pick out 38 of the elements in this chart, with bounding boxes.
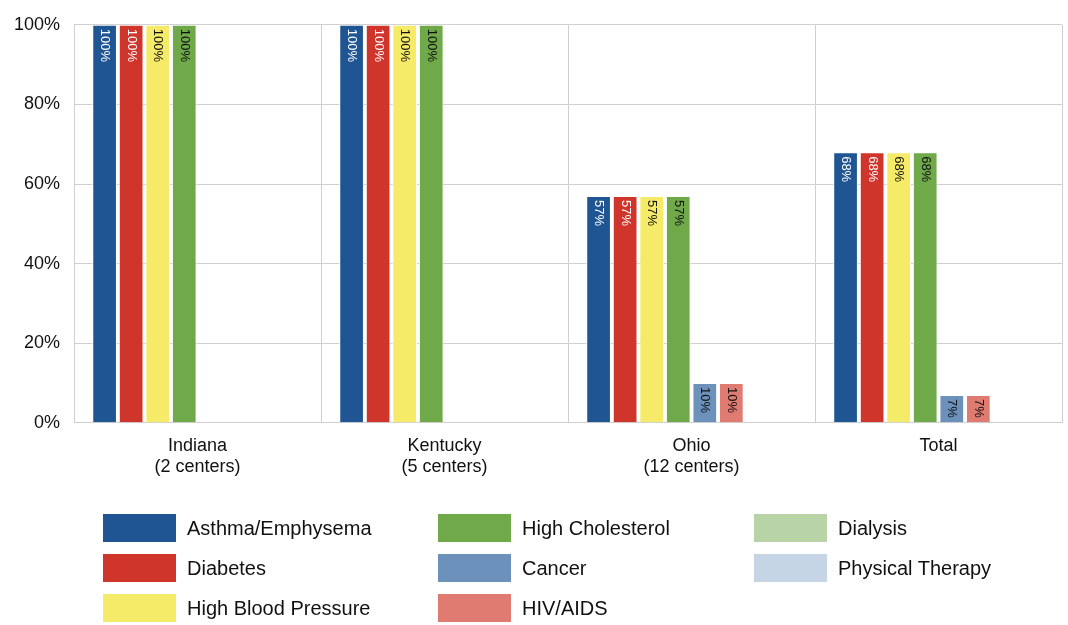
data-label: 100% xyxy=(424,28,440,63)
y-tick-label: 20% xyxy=(24,332,61,353)
data-label: 7% xyxy=(945,398,961,419)
y-tick-label: 100% xyxy=(13,13,61,34)
legend-label: HIV/AIDS xyxy=(522,596,608,620)
legend-label: Asthma/Emphysema xyxy=(187,516,372,540)
y-tick-label: 40% xyxy=(24,252,61,273)
data-label: 100% xyxy=(371,28,387,63)
legend-label: Physical Therapy xyxy=(838,556,992,580)
data-label: 100% xyxy=(98,28,114,63)
data-label: 68% xyxy=(918,156,934,183)
legend-label: High Blood Pressure xyxy=(187,596,371,620)
data-label: 100% xyxy=(398,28,414,63)
data-label: 68% xyxy=(865,156,881,183)
y-tick-label: 80% xyxy=(24,93,61,114)
data-label: 10% xyxy=(698,387,714,414)
data-label: 57% xyxy=(645,199,661,227)
legend-label: Dialysis xyxy=(838,516,907,540)
data-label: 100% xyxy=(124,28,140,63)
data-label: 100% xyxy=(177,28,193,63)
data-label: 10% xyxy=(724,387,740,414)
data-label: 100% xyxy=(151,28,167,63)
data-label: 57% xyxy=(618,199,634,227)
data-label: 57% xyxy=(592,199,608,227)
legend-label: Diabetes xyxy=(187,556,266,580)
x-tick-label: Indiana (2 centers) xyxy=(154,434,241,477)
x-tick-label: Total xyxy=(919,434,958,455)
legend-label: High Cholesterol xyxy=(522,516,670,540)
data-label: 68% xyxy=(839,156,854,183)
x-tick-label: Ohio (12 centers) xyxy=(643,434,740,477)
data-label: 57% xyxy=(671,199,687,227)
data-label: 7% xyxy=(971,398,987,419)
y-tick-label: 0% xyxy=(34,411,61,432)
x-tick-label: Kentucky (5 centers) xyxy=(401,434,488,477)
legend-label: Cancer xyxy=(522,556,587,580)
data-label: 100% xyxy=(345,28,361,63)
data-label: 68% xyxy=(892,156,908,183)
y-tick-label: 60% xyxy=(24,172,61,193)
